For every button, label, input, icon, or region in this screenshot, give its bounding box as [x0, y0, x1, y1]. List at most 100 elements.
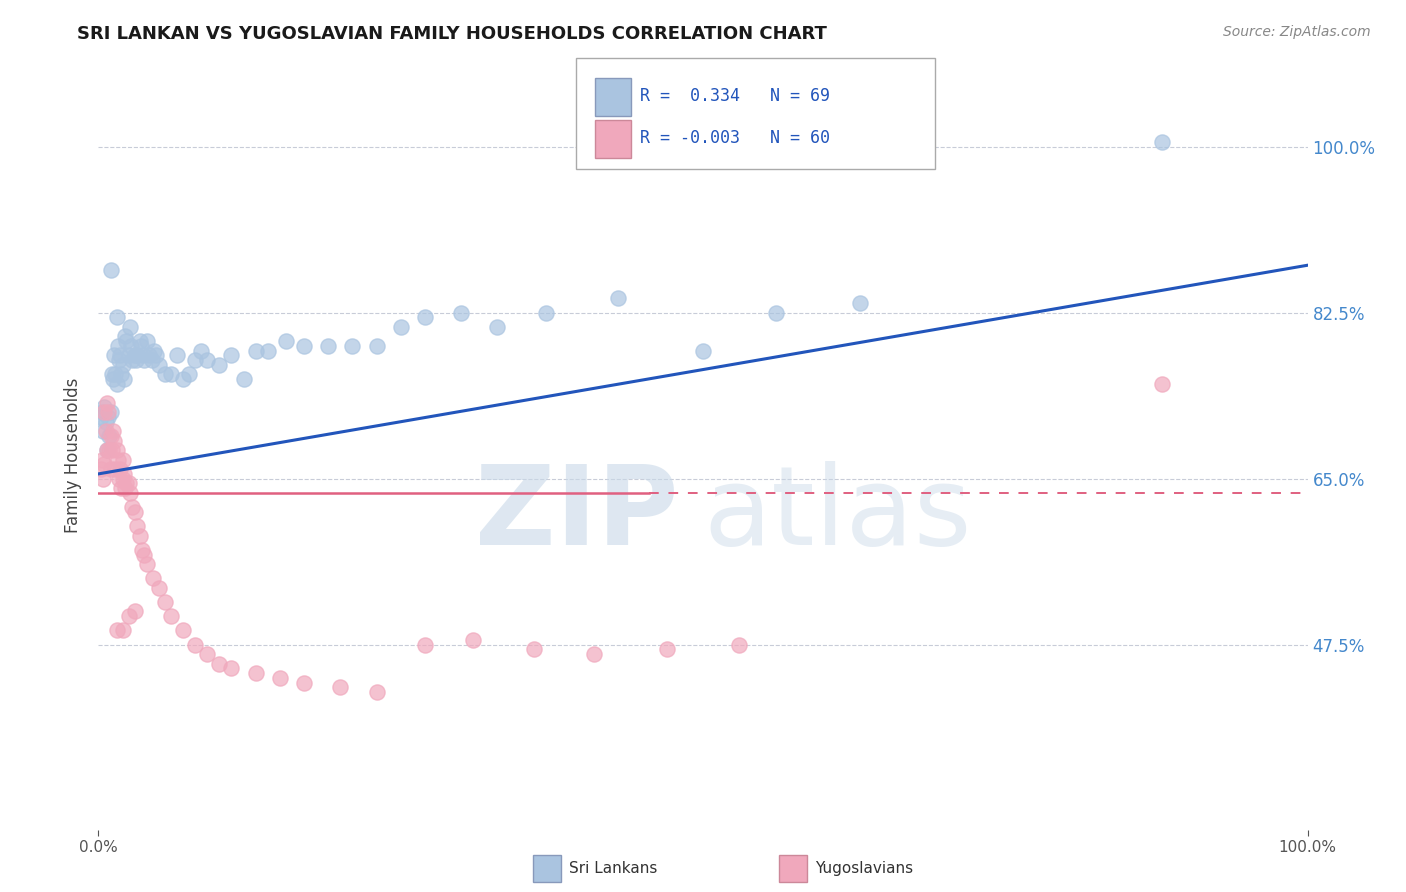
Point — [101, 424, 124, 438]
Point — [93, 401, 115, 415]
Point — [90, 409, 112, 424]
Point — [366, 339, 388, 353]
Point — [91, 472, 114, 486]
Point — [269, 671, 291, 685]
Text: SRI LANKAN VS YUGOSLAVIAN FAMILY HOUSEHOLDS CORRELATION CHART: SRI LANKAN VS YUGOSLAVIAN FAMILY HOUSEHO… — [77, 25, 827, 43]
Point — [153, 595, 176, 609]
Point — [342, 339, 364, 353]
Point — [195, 647, 218, 661]
Point — [118, 609, 141, 624]
Point — [129, 339, 152, 353]
Point — [274, 334, 297, 348]
Point — [184, 638, 207, 652]
Point — [128, 334, 150, 348]
Point — [134, 548, 156, 562]
Point — [103, 348, 125, 362]
Point — [208, 657, 231, 671]
Point — [1152, 135, 1174, 149]
Point — [128, 528, 150, 542]
Point — [135, 557, 157, 571]
Point — [121, 353, 143, 368]
Point — [105, 443, 128, 458]
Point — [132, 348, 155, 362]
Point — [108, 353, 131, 368]
Point — [127, 519, 149, 533]
Point — [110, 368, 132, 382]
Point — [118, 348, 141, 362]
Point — [232, 372, 254, 386]
Point — [148, 581, 170, 595]
Point — [118, 486, 141, 500]
Point — [160, 368, 183, 382]
Point — [91, 405, 114, 419]
Point — [124, 348, 146, 362]
Point — [111, 452, 134, 467]
Text: atlas: atlas — [703, 461, 972, 568]
Point — [153, 368, 176, 382]
Point — [583, 647, 606, 661]
Text: Source: ZipAtlas.com: Source: ZipAtlas.com — [1223, 25, 1371, 39]
Point — [184, 353, 207, 368]
Point — [245, 343, 267, 358]
Point — [98, 429, 121, 443]
Point — [141, 353, 163, 368]
Point — [112, 467, 135, 481]
Point — [145, 348, 167, 362]
Point — [96, 443, 118, 458]
Point — [105, 624, 128, 638]
Point — [118, 476, 141, 491]
Point — [101, 372, 124, 386]
Point — [108, 462, 131, 476]
Point — [849, 296, 872, 310]
Point — [103, 434, 125, 448]
Point — [160, 609, 183, 624]
Point — [96, 443, 118, 458]
Point — [124, 505, 146, 519]
Point — [100, 263, 122, 277]
Point — [450, 306, 472, 320]
Point — [245, 666, 267, 681]
Point — [112, 372, 135, 386]
Y-axis label: Family Households: Family Households — [65, 377, 83, 533]
Point — [389, 319, 412, 334]
Text: Sri Lankans: Sri Lankans — [569, 862, 658, 876]
Point — [124, 604, 146, 618]
Point — [114, 329, 136, 343]
Point — [1152, 376, 1174, 391]
Point — [534, 306, 557, 320]
Point — [108, 348, 131, 362]
Point — [111, 358, 134, 372]
Point — [135, 334, 157, 348]
Point — [221, 661, 243, 675]
Point — [104, 462, 127, 476]
Point — [100, 443, 122, 458]
Point — [125, 353, 148, 368]
Point — [127, 348, 149, 362]
Point — [93, 405, 115, 419]
Point — [91, 424, 114, 438]
Point — [463, 632, 485, 647]
Point — [523, 642, 546, 657]
Point — [90, 462, 112, 476]
Point — [115, 476, 138, 491]
Point — [607, 292, 630, 306]
Point — [292, 675, 315, 690]
Point — [100, 405, 122, 419]
Point — [143, 343, 166, 358]
Text: ZIP: ZIP — [475, 461, 679, 568]
Point — [172, 624, 194, 638]
Point — [121, 500, 143, 514]
Point — [413, 638, 436, 652]
Point — [97, 409, 120, 424]
Point — [114, 481, 136, 495]
Point — [108, 472, 131, 486]
Point — [105, 376, 128, 391]
Point — [179, 368, 201, 382]
Point — [93, 458, 115, 472]
Point — [100, 368, 122, 382]
Point — [692, 343, 714, 358]
Point — [138, 348, 160, 362]
Point — [104, 368, 127, 382]
Point — [97, 405, 120, 419]
Point — [292, 339, 315, 353]
